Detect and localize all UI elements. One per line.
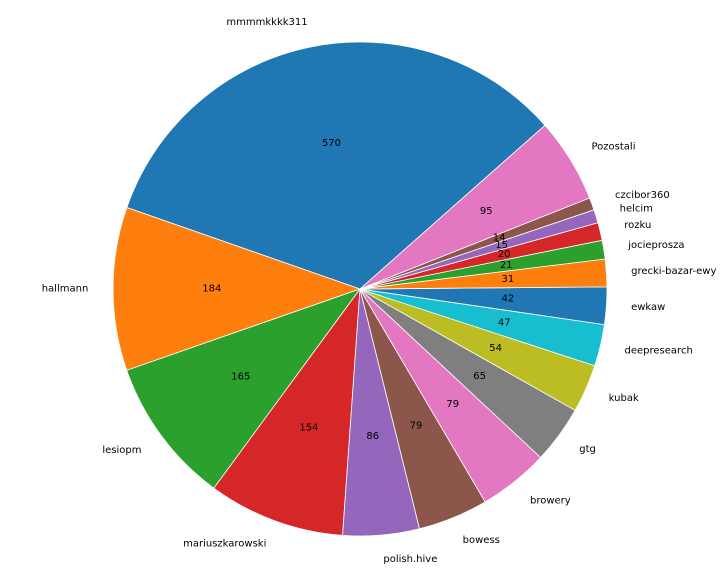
pie-value-label: 165: [231, 372, 250, 383]
pie-category-label: lesiopm: [102, 445, 141, 456]
pie-slice-mmmmkkkk311: [126, 41, 546, 290]
pie-category-label: mmmmkkkk311: [226, 17, 307, 28]
pie-category-labels: mmmmkkkk311 hallmann lesiopm mariuszkarowsk…: [42, 17, 717, 565]
pie-slice-lesiopm: [126, 288, 362, 489]
pie-value-label: 65: [473, 371, 486, 382]
pie-category-label: mariuszkarowski: [183, 539, 266, 550]
pie-category-label: ewkaw: [631, 302, 665, 313]
pie-category-label: kubak: [609, 393, 639, 404]
pie-category-label: rozku: [624, 220, 651, 231]
pie-category-label: polish.hive: [383, 554, 437, 565]
pie-slice-mariuszkarowski: [213, 287, 361, 536]
pie-value-label: 570: [322, 138, 341, 149]
pie-value-label: 54: [489, 343, 502, 354]
pie-value-label: 79: [446, 399, 459, 410]
pie-value-label: 79: [410, 421, 423, 432]
pie-category-label: bowess: [463, 535, 500, 546]
pie-category-label: hallmann: [42, 283, 89, 294]
pie-value-label: 47: [498, 317, 511, 328]
pie-value-label: 95: [480, 206, 493, 217]
pie-value-label: 86: [366, 431, 379, 442]
pie-category-label: czcibor360: [615, 190, 670, 201]
pie-value-label: 31: [502, 274, 515, 285]
pie-category-label: jocieprosza: [627, 240, 684, 251]
pie-value-label: 15: [495, 240, 508, 251]
pie-value-label: 184: [202, 283, 221, 294]
pie-value-label: 154: [299, 423, 318, 434]
pie-slice-hallmann: [112, 206, 362, 371]
pie-value-label: 21: [500, 260, 513, 271]
pie-category-label: browery: [530, 495, 571, 506]
pie-value-label: 42: [501, 294, 514, 305]
pie-category-label: helcim: [620, 203, 653, 214]
pie-value-label: 20: [498, 249, 511, 260]
pie-category-label: deepresearch: [625, 346, 693, 357]
pie-category-label: grecki-bazar-ewy: [631, 266, 716, 277]
pie-value-label: 14: [493, 232, 506, 243]
pie-category-label: gtg: [579, 444, 596, 455]
pie-slices: [112, 41, 608, 537]
pie-slice-pozostali: [359, 124, 591, 290]
pie-category-label: Pozostali: [592, 141, 636, 152]
